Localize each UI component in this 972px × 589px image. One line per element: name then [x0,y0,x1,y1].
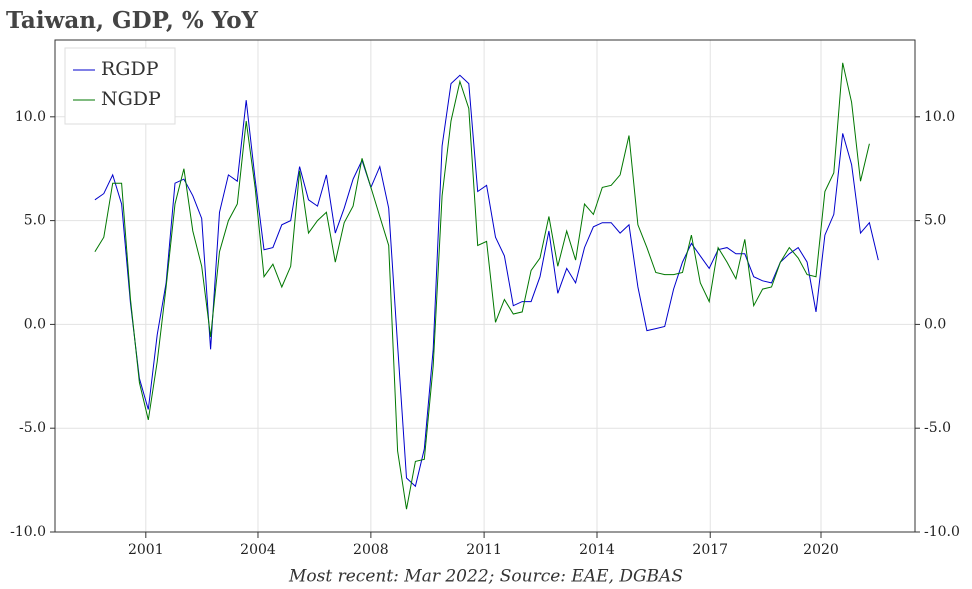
y-tick-label: 5.0 [24,213,46,229]
y-tick-label: 0.0 [24,316,46,332]
x-tick-label: 2001 [128,542,164,558]
legend-box [64,47,176,125]
x-tick-label: 2017 [692,542,728,558]
x-tick-label: 2004 [240,542,276,558]
x-tick-label: 2020 [803,542,839,558]
y2-tick-label: 10.0 [924,109,955,125]
y-tick-label: -10.0 [10,524,46,540]
series-line [94,74,879,488]
y-tick-label: -5.0 [19,420,46,436]
plot-frame [54,39,916,533]
x-tick-label: 2011 [466,542,502,558]
x-tick-label: 2014 [579,542,615,558]
y-tick-label: 10.0 [15,109,46,125]
y2-tick-label: 5.0 [924,213,946,229]
x-tick-label: 2008 [353,542,389,558]
y2-tick-label: -5.0 [924,420,951,436]
chart-title: Taiwan, GDP, % YoY [6,7,259,34]
footnote: Most recent: Mar 2022; Source: EAE, DGBA… [288,567,683,587]
legend-label: RGDP [101,58,159,80]
y2-tick-label: -10.0 [924,524,960,540]
legend-label: NGDP [101,88,161,110]
y2-tick-label: 0.0 [924,316,946,332]
series-line [94,62,870,510]
